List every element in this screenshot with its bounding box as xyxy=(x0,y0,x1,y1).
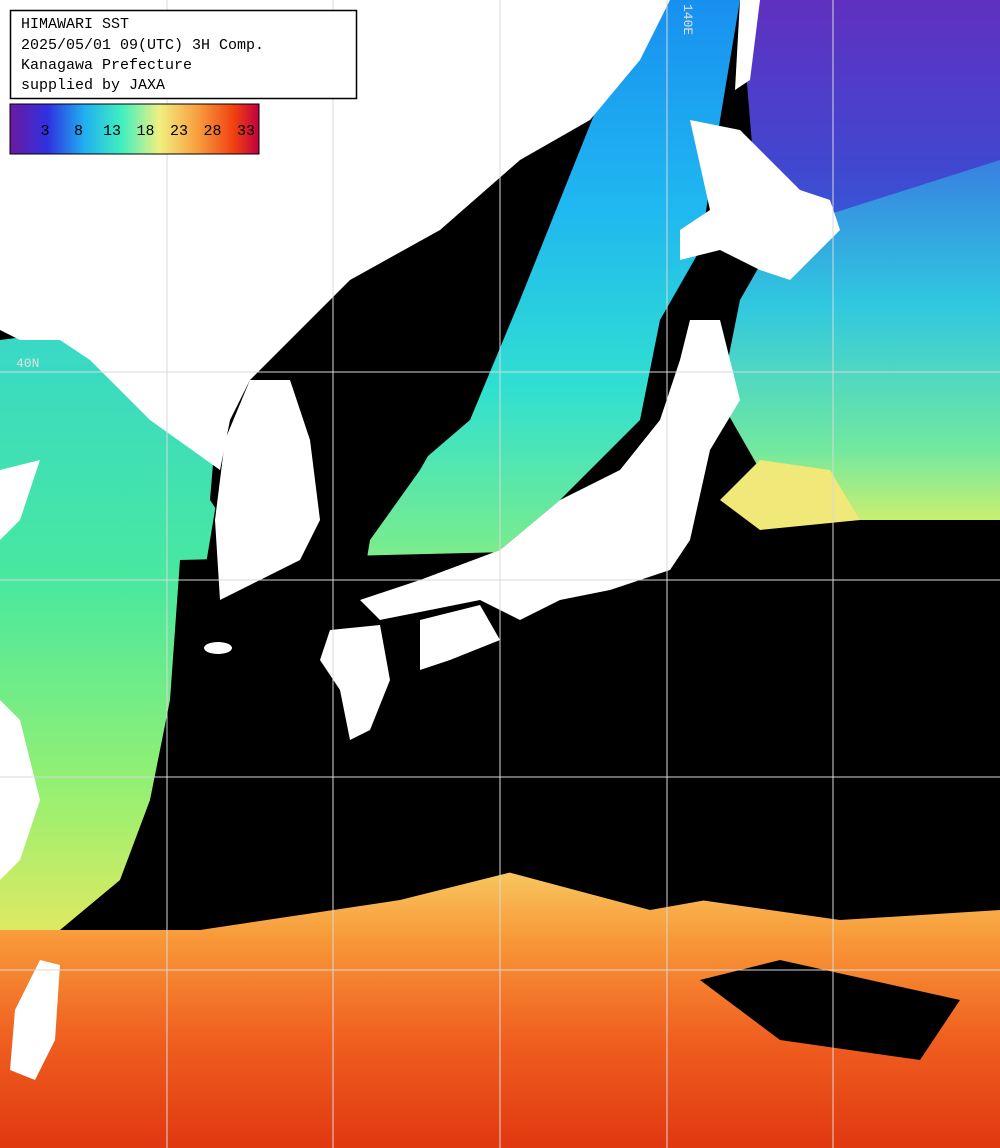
land-jeju xyxy=(204,642,232,654)
colorbar-label: 28 xyxy=(203,123,221,140)
longitude-label: 140E xyxy=(680,4,695,35)
land-sakhalin xyxy=(735,0,760,90)
header-line: HIMAWARI SST xyxy=(21,16,129,33)
header-line: supplied by JAXA xyxy=(21,77,165,94)
colorbar-label: 18 xyxy=(136,123,154,140)
header-line: 2025/05/01 09(UTC) 3H Comp. xyxy=(21,37,264,54)
colorbar-label: 3 xyxy=(40,123,49,140)
colorbar-label: 8 xyxy=(74,123,83,140)
sst-sea-of-japan xyxy=(360,0,740,600)
colorbar xyxy=(9,103,260,155)
land-kyushu xyxy=(320,625,390,740)
land-honshu xyxy=(360,320,740,620)
land-taiwan xyxy=(10,960,60,1080)
land-shikoku xyxy=(420,605,500,670)
info-text: HIMAWARI SST 2025/05/01 09(UTC) 3H Comp.… xyxy=(21,16,264,94)
land-korea xyxy=(215,380,320,600)
land-china-coast xyxy=(0,460,40,880)
sst-yellow-sea xyxy=(0,330,220,950)
land-island xyxy=(398,125,426,165)
latitude-label: 40N xyxy=(16,356,39,371)
cloud-mask xyxy=(700,960,960,1060)
colorbar-label: 33 xyxy=(237,123,255,140)
land-hokkaido xyxy=(680,120,840,280)
info-box xyxy=(9,9,358,100)
colorbar-label: 13 xyxy=(103,123,121,140)
sst-warm-patch xyxy=(720,460,860,530)
colorbar-label: 23 xyxy=(170,123,188,140)
header-line: Kanagawa Prefecture xyxy=(21,57,192,74)
colorbar-labels: 3 8 13 18 23 28 33 xyxy=(40,123,255,140)
